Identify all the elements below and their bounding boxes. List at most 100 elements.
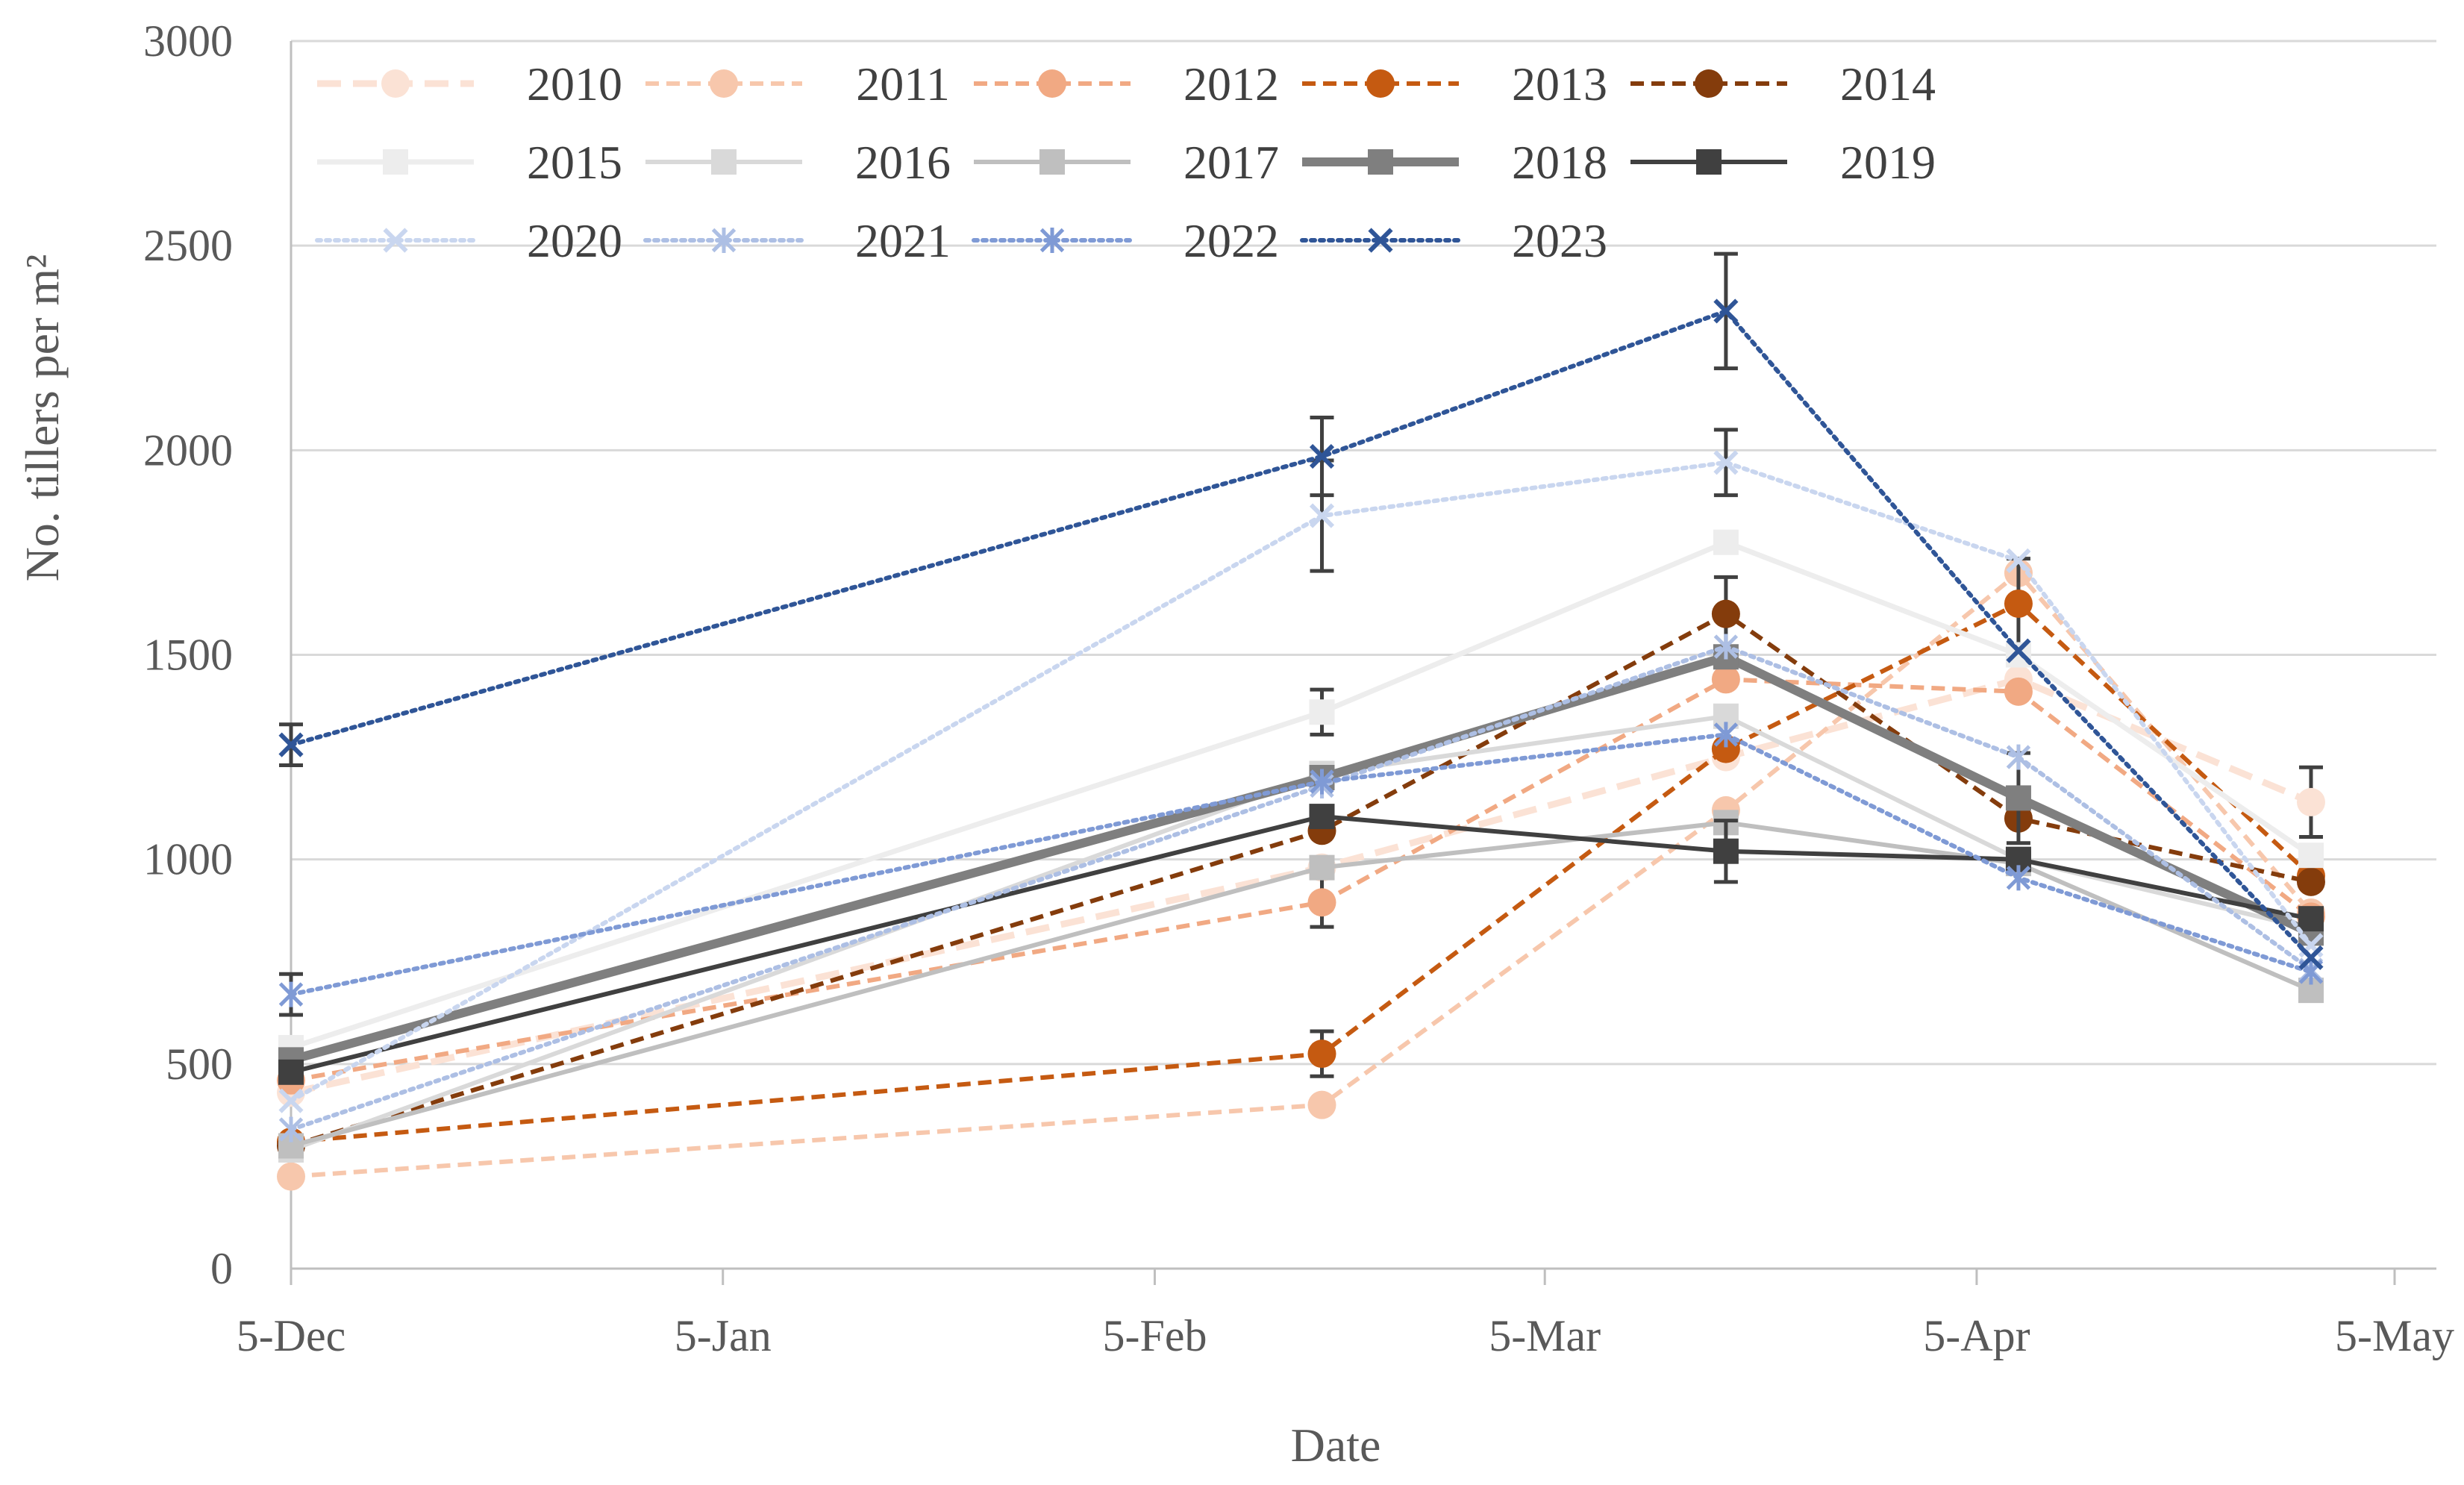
legend-entry-2010: 2010: [317, 57, 622, 110]
data-point: [278, 1116, 304, 1142]
axes: 0 500 1000 1500 2000 2500 3000 5-Dec 5-Jan 5-Feb 5…: [143, 16, 2454, 1360]
legend-marker: [1366, 69, 1395, 98]
y-tick-label: 500: [166, 1040, 233, 1089]
data-point: [1713, 634, 1739, 660]
data-point: [1711, 665, 1740, 694]
legend-label: 2023: [1512, 214, 1607, 267]
x-tick-label: 5-Dec: [237, 1311, 346, 1360]
legend-marker: [1368, 149, 1393, 175]
series-line-2013: [290, 601, 2313, 1144]
legend-entry-2012: 2012: [974, 57, 1279, 110]
legend-marker: [1039, 149, 1065, 175]
data-point: [2296, 867, 2325, 896]
x-tick-label: 5-Apr: [1923, 1311, 2030, 1360]
legend-marker: [383, 228, 408, 253]
y-tick-label: 2500: [143, 221, 233, 270]
legend-marker: [711, 149, 737, 175]
data-point: [2006, 744, 2031, 770]
legend-marker: [1038, 69, 1066, 98]
data-point: [2005, 642, 2031, 668]
data-point: [2004, 589, 2033, 618]
legend-entry-2011: 2011: [645, 57, 950, 110]
legend-label: 2015: [527, 136, 622, 189]
legend-entry-2021: 2021: [643, 214, 951, 267]
data-point: [2296, 787, 2325, 816]
y-tick-label: 1500: [143, 631, 233, 680]
data-point: [2005, 785, 2031, 811]
data-point: [278, 981, 304, 1007]
legend-marker: [711, 228, 737, 253]
data-point: [1307, 1040, 1336, 1069]
legend-entry-2017: 2017: [974, 136, 1279, 189]
data-point: [1307, 888, 1336, 917]
legend-label: 2021: [855, 214, 951, 267]
x-axis-title: Date: [1291, 1419, 1381, 1472]
series-lines: [277, 251, 2325, 1191]
legend-label: 2017: [1183, 136, 1279, 189]
data-point: [1713, 838, 1739, 864]
legend-label: 2022: [1183, 214, 1279, 267]
data-point: [2298, 842, 2324, 869]
legend: 2010 2011 2012 2013 2014 2015 2016 2017 2018 2019…: [315, 57, 1936, 267]
data-point: [1309, 804, 1335, 830]
data-point: [1309, 443, 1335, 469]
legend-marker: [710, 69, 738, 98]
x-tick-label: 5-Feb: [1102, 1311, 1207, 1360]
data-point: [1309, 854, 1335, 881]
data-point: [1713, 722, 1739, 748]
legend-entry-2019: 2019: [1630, 136, 1936, 189]
legend-label: 2010: [527, 57, 622, 110]
data-point: [1713, 298, 1739, 324]
legend-entry-2015: 2015: [317, 136, 622, 189]
legend-marker: [1695, 69, 1723, 98]
data-point: [2006, 638, 2031, 663]
x-tick-label: 5-May: [2335, 1311, 2454, 1360]
y-tick-label: 3000: [143, 16, 233, 66]
legend-label: 2018: [1512, 136, 1607, 189]
series-2020: [278, 428, 2324, 1113]
legend-entry-2022: 2022: [972, 214, 1279, 267]
legend-entry-2014: 2014: [1630, 57, 1936, 110]
data-point: [1307, 1090, 1336, 1119]
legend-entry-2018: 2018: [1302, 136, 1607, 189]
legend-label: 2012: [1183, 57, 1279, 110]
data-point: [278, 1059, 304, 1085]
gridlines: [291, 40, 2436, 1066]
series-2022: [278, 722, 2324, 1017]
x-tick-label: 5-Jan: [675, 1311, 772, 1360]
legend-entry-2020: 2020: [315, 214, 622, 267]
legend-marker: [1696, 149, 1722, 175]
data-point: [277, 1162, 305, 1191]
data-point: [2006, 865, 2031, 891]
legend-marker: [1368, 228, 1393, 253]
legend-marker: [383, 149, 408, 175]
y-tick-label: 2000: [143, 425, 233, 475]
legend-label: 2011: [856, 57, 950, 110]
data-point: [278, 1088, 304, 1113]
legend-entry-2016: 2016: [645, 136, 951, 189]
data-point: [2004, 677, 2033, 706]
legend-label: 2013: [1512, 57, 1607, 110]
legend-label: 2019: [1840, 136, 1936, 189]
legend-entry-2023: 2023: [1300, 214, 1607, 267]
data-point: [1713, 450, 1739, 475]
x-tick-label: 5-Mar: [1489, 1311, 1601, 1360]
legend-label: 2020: [527, 214, 622, 267]
data-point: [1309, 503, 1335, 528]
data-point: [2006, 548, 2031, 573]
legend-marker: [1039, 228, 1065, 253]
legend-label: 2014: [1840, 57, 1936, 110]
data-point: [278, 732, 304, 757]
legend-marker: [381, 69, 410, 98]
data-point: [1310, 769, 1334, 795]
data-point: [2298, 906, 2324, 932]
data-point: [1713, 529, 1739, 555]
y-tick-label: 1000: [143, 835, 233, 884]
data-point: [1309, 699, 1335, 725]
legend-label: 2016: [855, 136, 951, 189]
series-2023: [278, 251, 2324, 970]
y-tick-label: 0: [210, 1244, 233, 1293]
data-point: [2298, 945, 2324, 970]
series-line-2012: [290, 677, 2313, 1083]
